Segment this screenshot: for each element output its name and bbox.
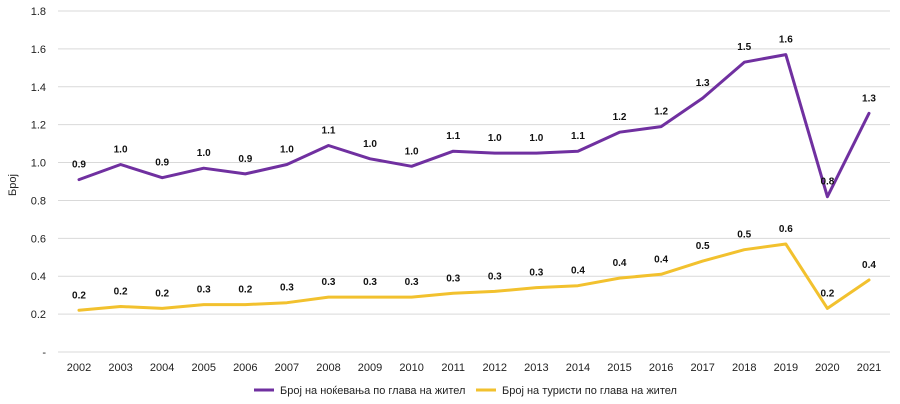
- x-tick-label: 2011: [441, 362, 465, 374]
- x-axis-ticks: 2002 2003 2004 2005 2006 2007 2008 2009 2010 2011…: [67, 362, 881, 374]
- x-tick-label: 2020: [815, 362, 839, 374]
- x-tick-label: 2009: [358, 362, 382, 374]
- y-tick-label: 1.6: [31, 44, 46, 56]
- gridlines: [58, 10, 890, 353]
- data-label: 0.2: [155, 288, 169, 299]
- data-label: 1.2: [654, 107, 668, 118]
- x-tick-label: 2008: [316, 362, 340, 374]
- x-tick-label: 2003: [108, 362, 132, 374]
- legend: Број на ноќевања по глава на жител Број н…: [254, 385, 677, 397]
- data-label: 0.3: [405, 277, 419, 288]
- data-label: 0.3: [363, 277, 377, 288]
- data-label: 0.3: [322, 277, 336, 288]
- data-label: 0.5: [737, 230, 751, 241]
- y-tick-label: 1.8: [31, 6, 46, 18]
- x-tick-label: 2015: [607, 362, 631, 374]
- data-label: 0.3: [197, 285, 211, 296]
- x-tick-label: 2005: [191, 362, 215, 374]
- x-tick-label: 2006: [233, 362, 257, 374]
- data-label: 0.3: [529, 268, 543, 279]
- y-tick-label: 0.2: [31, 309, 46, 321]
- data-label: 1.0: [488, 133, 502, 144]
- y-axis-ticks: - 0.2 0.4 0.6 0.8 1.0 1.2 1.4 1.6 1.8: [31, 6, 47, 359]
- x-tick-label: 2019: [774, 362, 798, 374]
- data-label: 0.2: [238, 285, 252, 296]
- x-tick-label: 2016: [649, 362, 673, 374]
- data-label: 1.0: [363, 139, 377, 150]
- y-tick-label: 0.8: [31, 195, 46, 207]
- x-tick-label: 2012: [483, 362, 507, 374]
- data-label: 0.9: [155, 158, 169, 169]
- data-label: 1.2: [613, 112, 627, 123]
- data-label: 1.0: [197, 148, 211, 159]
- data-label: 0.8: [820, 177, 834, 188]
- x-tick-label: 2013: [524, 362, 548, 374]
- y-tick-label: 1.2: [31, 120, 46, 132]
- y-tick-label: 1.4: [31, 82, 46, 94]
- data-label: 1.3: [862, 93, 876, 104]
- data-label: 0.3: [280, 283, 294, 294]
- legend-label: Број на туристи по глава на жител: [502, 385, 677, 397]
- legend-label: Број на ноќевања по глава на жител: [280, 385, 465, 397]
- data-label: 1.5: [737, 42, 751, 53]
- y-tick-label: -: [42, 347, 46, 359]
- data-label: 0.3: [488, 271, 502, 282]
- data-label: 1.0: [529, 133, 543, 144]
- x-tick-label: 2017: [690, 362, 714, 374]
- data-label: 0.9: [238, 154, 252, 165]
- data-label: 1.6: [779, 35, 793, 46]
- data-label: 0.4: [613, 258, 627, 269]
- data-label: 1.0: [114, 144, 128, 155]
- y-tick-label: 0.4: [31, 271, 46, 283]
- data-label: 0.4: [571, 266, 585, 277]
- data-label: 0.2: [820, 288, 834, 299]
- x-tick-label: 2010: [399, 362, 423, 374]
- data-label: 0.2: [114, 287, 128, 298]
- x-tick-label: 2018: [732, 362, 756, 374]
- y-tick-label: 1.0: [31, 158, 46, 170]
- data-label: 0.9: [72, 160, 86, 171]
- data-label: 0.4: [862, 260, 876, 271]
- data-label: 1.1: [571, 131, 585, 142]
- x-tick-label: 2004: [150, 362, 174, 374]
- data-label: 1.1: [446, 131, 460, 142]
- data-label: 0.4: [654, 254, 668, 265]
- series-line-1: [77, 53, 871, 199]
- data-label: 0.3: [446, 273, 460, 284]
- x-tick-label: 2014: [566, 362, 590, 374]
- data-label: 1.1: [322, 126, 336, 137]
- data-label: 1.0: [405, 146, 419, 157]
- data-label: 0.5: [696, 241, 710, 252]
- y-tick-label: 0.6: [31, 233, 46, 245]
- x-tick-label: 2007: [275, 362, 299, 374]
- data-label: 0.2: [72, 290, 86, 301]
- series-line-2: [77, 242, 871, 312]
- y-axis-title: Број: [7, 174, 19, 196]
- x-tick-label: 2021: [857, 362, 881, 374]
- data-label: 0.6: [779, 224, 793, 235]
- x-tick-label: 2002: [67, 362, 91, 374]
- data-labels: 0.9 1.0 0.9 1.0 0.9 1.0 1.1 1.0 1.0 1.1 1.0 1.0 1.1 1…: [72, 35, 876, 302]
- data-label: 1.0: [280, 144, 294, 155]
- data-label: 1.3: [696, 78, 710, 89]
- series-lines: [77, 53, 871, 312]
